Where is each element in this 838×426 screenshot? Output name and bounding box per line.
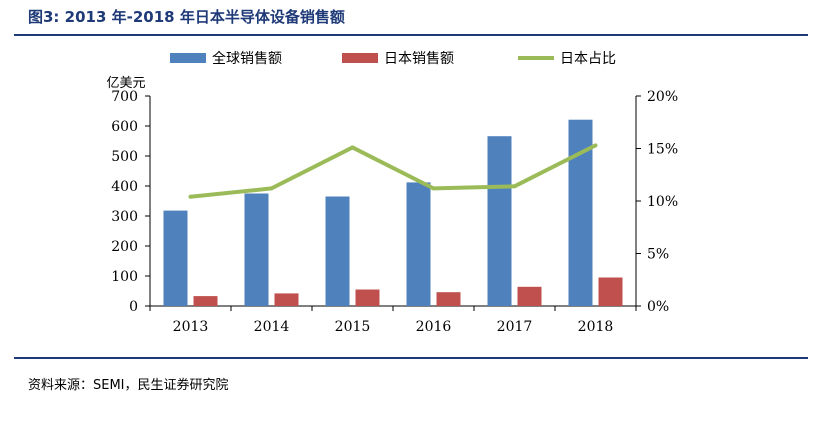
y-tick-label: 300 [111, 209, 138, 225]
japan-share-line [190, 143, 597, 199]
legend-swatch [170, 53, 206, 63]
japan-sales-bar [517, 286, 542, 306]
axes: 0 100 200 300 400 500 600 700 0% 5% 10% 15% 20% 2013 2… [111, 89, 678, 335]
y-tick-label: 600 [111, 119, 138, 135]
y-tick-label: 700 [111, 89, 138, 105]
legend-swatch [342, 53, 378, 63]
y-tick-label: 200 [111, 239, 138, 255]
legend-label: 全球销售额 [212, 50, 282, 67]
japan-share-point [350, 145, 355, 150]
y-axis-unit-label: 亿美元 [106, 76, 145, 91]
header-rule [14, 34, 808, 36]
japan-sales-bar [436, 292, 461, 306]
global-sales-bar [163, 210, 188, 306]
line-layer [188, 143, 598, 199]
legend-label: 日本销售额 [384, 51, 454, 67]
y-tick-label: 100 [111, 269, 138, 285]
japan-share-point [188, 194, 193, 199]
legend-label: 日本占比 [560, 51, 616, 67]
y2-tick-label: 0% [647, 299, 669, 315]
y-tick-label: 500 [111, 149, 138, 165]
global-sales-bar [406, 182, 431, 306]
x-tick-label: 2017 [497, 319, 533, 335]
y-tick-label: 400 [111, 179, 138, 195]
x-tick-label: 2013 [173, 319, 209, 335]
y-tick-label: 0 [129, 299, 138, 315]
japan-share-point [512, 184, 517, 189]
y2-tick-label: 15% [647, 142, 678, 158]
bars [163, 119, 623, 306]
chart: 全球销售额 日本销售额 日本占比 亿美元 0 100 200 300 400 500 600 70… [106, 50, 678, 335]
y2-tick-label: 10% [647, 194, 678, 210]
japan-sales-bar [274, 293, 299, 306]
japan-sales-bar [355, 289, 380, 306]
global-sales-bar [244, 193, 269, 306]
x-tick-label: 2015 [335, 319, 371, 335]
x-tick-label: 2014 [254, 319, 290, 335]
y2-tick-label: 5% [647, 247, 669, 263]
global-sales-bar [487, 136, 512, 306]
chart-title: 图3: 2013 年-2018 年日本半导体设备销售额 [28, 8, 345, 26]
japan-share-point [593, 143, 598, 148]
japan-share-point [269, 186, 274, 191]
x-tick-label: 2018 [578, 319, 614, 335]
footer-rule [14, 357, 808, 359]
japan-sales-bar [193, 296, 218, 306]
x-tick-label: 2016 [416, 319, 452, 335]
japan-sales-bar [598, 277, 623, 306]
global-sales-bar [325, 196, 350, 306]
y2-tick-label: 20% [647, 89, 678, 105]
japan-share-point [431, 186, 436, 191]
source-note: 资料来源：SEMI，民生证券研究院 [28, 378, 229, 393]
legend: 全球销售额 日本销售额 日本占比 [170, 50, 616, 67]
